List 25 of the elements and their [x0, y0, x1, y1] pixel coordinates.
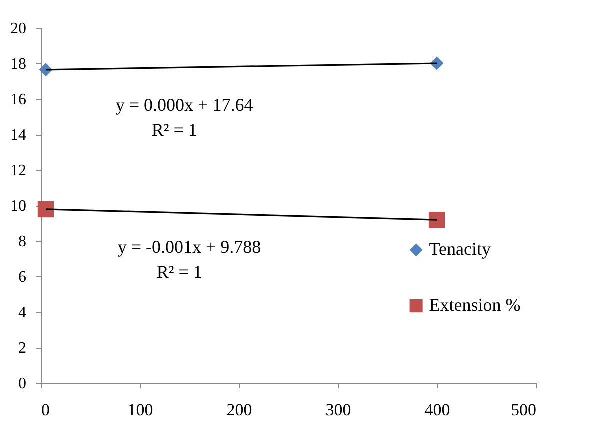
y-tick-label: 20: [10, 20, 26, 38]
y-tick-label: 18: [10, 56, 26, 73]
x-tick-label: 200: [226, 400, 252, 420]
annotation: y = 0.000x + 17.64: [116, 95, 254, 116]
y-tick-label: 2: [18, 340, 26, 357]
legend-label: Extension %: [429, 295, 521, 315]
y-tick-label: 4: [18, 304, 26, 322]
legend-label: Tenacity: [429, 239, 492, 259]
x-tick-label: 0: [42, 400, 50, 420]
annotation: R² = 1: [156, 262, 202, 282]
annotation: y = -0.001x + 9.788: [118, 237, 262, 258]
point: [38, 201, 54, 218]
point: [428, 212, 446, 228]
y-tick-label: 10: [10, 198, 26, 215]
y-tick-label: 8: [18, 234, 26, 250]
y-tick-label: 6: [18, 269, 26, 286]
x-tick-label: 300: [326, 400, 352, 420]
y-tick-label: 14: [10, 127, 26, 144]
y-tick-label: 12: [10, 162, 26, 180]
y-tick-label: 16: [10, 92, 26, 108]
annotation: R² = 1: [152, 120, 198, 140]
x-tick-label: 400: [424, 400, 450, 420]
x-tick-label: 100: [128, 400, 154, 420]
x-tick-label: 500: [511, 400, 536, 420]
y-tick-label: 0: [18, 376, 26, 392]
